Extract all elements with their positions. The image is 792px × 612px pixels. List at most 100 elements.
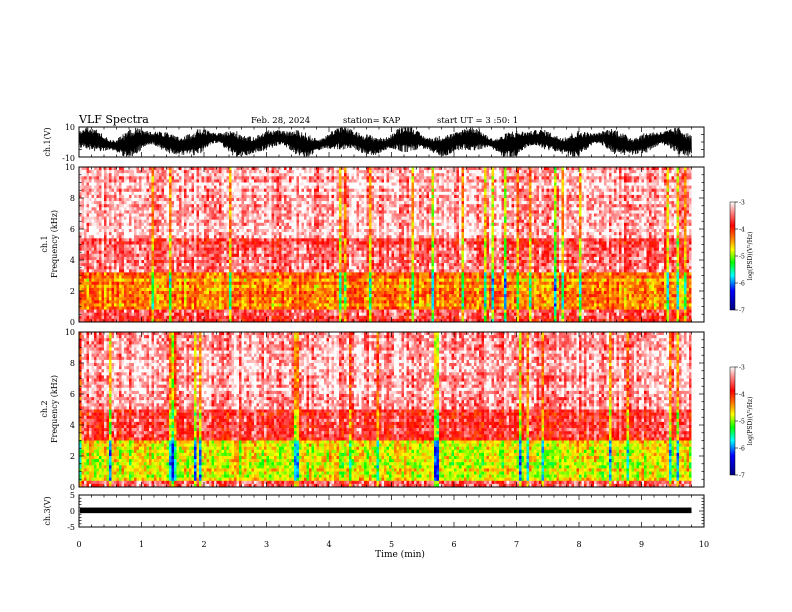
spectrogram-cell bbox=[384, 213, 387, 217]
spectrogram-cell bbox=[156, 194, 160, 199]
spectrogram-cell bbox=[244, 219, 247, 223]
spectrogram-cell bbox=[581, 194, 585, 199]
spectrogram-cell bbox=[176, 170, 180, 174]
spectrogram-cell bbox=[226, 179, 230, 183]
spectrogram-cell bbox=[246, 210, 250, 214]
spectrogram-cell bbox=[516, 179, 520, 183]
spectrogram-cell bbox=[389, 191, 392, 196]
spectrogram-cell bbox=[309, 225, 312, 230]
spectrogram-cell bbox=[501, 222, 505, 227]
spectrogram-cell bbox=[179, 201, 182, 205]
spectrogram-cell bbox=[489, 201, 492, 205]
spectrogram-cell bbox=[391, 225, 395, 230]
spectrogram-cell bbox=[521, 207, 525, 211]
spectrogram-cell bbox=[299, 167, 302, 171]
spectrogram-cell bbox=[134, 185, 137, 189]
spectrogram-cell bbox=[129, 229, 132, 233]
spectrogram-cell bbox=[474, 173, 477, 177]
spectrogram-cell bbox=[391, 207, 395, 211]
spectrogram-cell bbox=[341, 167, 345, 171]
spectrogram-cell bbox=[224, 216, 227, 220]
spectrogram-cell bbox=[454, 191, 457, 196]
spectrogram-cell bbox=[524, 170, 527, 174]
spectrogram-cell bbox=[244, 222, 247, 227]
spectrogram-cell bbox=[369, 225, 372, 230]
spectrogram-cell bbox=[144, 207, 147, 211]
spectrogram-cell bbox=[434, 185, 437, 189]
spectrogram-cell bbox=[154, 179, 157, 183]
spectrogram-cell bbox=[484, 176, 487, 180]
spectrogram-cell bbox=[636, 216, 640, 220]
spectrogram-cell bbox=[536, 179, 540, 183]
spectrogram-cell bbox=[509, 182, 512, 186]
spectrogram-cell bbox=[334, 198, 337, 202]
spectrogram-cell bbox=[509, 170, 512, 174]
spectrogram-cell bbox=[334, 188, 337, 192]
spectrogram-cell bbox=[211, 194, 215, 199]
spectrogram-cell bbox=[159, 198, 162, 202]
spectrogram-cell bbox=[494, 194, 497, 199]
spectrogram-cell bbox=[536, 176, 540, 180]
spectrogram-cell bbox=[266, 225, 270, 230]
spectrogram-cell bbox=[341, 188, 345, 192]
spectrogram-cell bbox=[141, 207, 145, 211]
spectrogram-cell bbox=[196, 179, 200, 183]
spectrogram-cell bbox=[219, 182, 222, 186]
spectrogram-cell bbox=[686, 167, 690, 171]
spectrogram-cell bbox=[141, 198, 145, 202]
spectrogram-cell bbox=[91, 222, 95, 227]
spectrogram-cell bbox=[141, 201, 145, 205]
spectrogram-cell bbox=[511, 198, 515, 202]
spectrogram-cell bbox=[511, 188, 515, 192]
spectrogram-cell bbox=[664, 179, 667, 183]
spectrogram-cell bbox=[579, 173, 582, 177]
spectrogram-cell bbox=[151, 225, 155, 230]
spectrogram-cell bbox=[241, 207, 245, 211]
spectrogram-cell bbox=[171, 222, 175, 227]
spectrogram-cell bbox=[101, 229, 105, 233]
ch1-ytick-top: 10 bbox=[65, 123, 75, 132]
spectrogram-cell bbox=[106, 167, 110, 171]
spectrogram-cell bbox=[434, 179, 437, 183]
spectrogram-cell bbox=[89, 229, 92, 233]
spectrogram-cell bbox=[221, 194, 225, 199]
spectrogram-cell bbox=[84, 182, 87, 186]
spectrogram-cell bbox=[486, 207, 490, 211]
spectrogram-cell bbox=[84, 225, 87, 230]
spectrogram-cell bbox=[616, 191, 620, 196]
spectrogram-cell bbox=[461, 191, 465, 196]
spectrogram-cell bbox=[321, 201, 325, 205]
spectrogram-cell bbox=[326, 216, 330, 220]
spectrogram-cell bbox=[261, 219, 265, 223]
spectrogram-cell bbox=[96, 207, 100, 211]
spectrogram-cell bbox=[514, 185, 517, 189]
spectrogram-cell bbox=[144, 179, 147, 183]
spectrogram-cell bbox=[689, 170, 692, 174]
spectrogram-cell bbox=[174, 204, 177, 208]
spectrogram-cell bbox=[514, 188, 517, 192]
spectrogram-cell bbox=[424, 201, 427, 205]
spectrogram-cell bbox=[506, 222, 510, 227]
spectrogram-cell bbox=[239, 182, 242, 186]
spectrogram-cell bbox=[226, 176, 230, 180]
spectrogram-cell bbox=[584, 204, 587, 208]
spectrogram-cell bbox=[534, 188, 537, 192]
spectrogram-cell bbox=[491, 225, 495, 230]
spectrogram-cell bbox=[654, 216, 657, 220]
spectrogram-cell bbox=[491, 219, 495, 223]
spectrogram-cell bbox=[141, 185, 145, 189]
spectrogram-cell bbox=[404, 207, 407, 211]
spectrogram-cell bbox=[671, 222, 675, 227]
spectrogram-cell bbox=[524, 182, 527, 186]
spectrogram-cell bbox=[484, 170, 487, 174]
spectrogram-cell bbox=[619, 185, 622, 189]
spectrogram-cell bbox=[146, 173, 150, 177]
spectrogram-cell bbox=[586, 182, 590, 186]
spectrogram-cell bbox=[81, 167, 85, 171]
spectrogram-cell bbox=[84, 179, 87, 183]
spectrogram-cell bbox=[346, 207, 350, 211]
spectrogram-cell bbox=[261, 182, 265, 186]
spectrogram-cell bbox=[176, 213, 180, 217]
spectrogram-cell bbox=[249, 182, 252, 186]
spectrogram-cell bbox=[476, 176, 480, 180]
